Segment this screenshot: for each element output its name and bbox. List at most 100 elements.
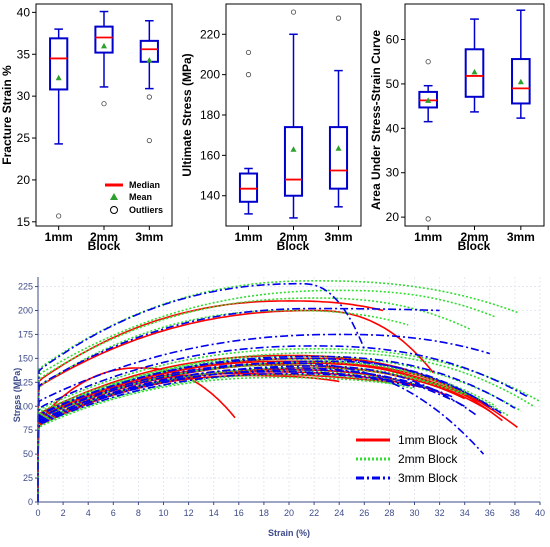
y-axis-title: Stress (MPa) — [12, 368, 22, 423]
mean-marker — [425, 97, 432, 103]
y-tick-label: 50 — [386, 77, 400, 91]
box-iqr — [511, 58, 531, 105]
box-iqr — [283, 126, 304, 197]
x-tick-label: 34 — [460, 508, 470, 518]
legend-3mm-label: 3mm Block — [398, 471, 458, 485]
y-axis-ticks: 15 20 25 30 35 40 — [17, 5, 36, 229]
curve-3mm — [37, 307, 440, 503]
y-tick-label: 25 — [23, 473, 33, 483]
x-category-label: 3mm — [135, 230, 163, 244]
curve-2mm — [37, 358, 510, 503]
box-marks — [238, 9, 349, 219]
legend-outlier-marker — [110, 206, 118, 214]
x-tick-label: 16 — [234, 508, 244, 518]
y-tick-label: 40 — [386, 121, 400, 135]
curve-3mm — [37, 357, 503, 503]
y-axis-title: Ultimate Stress (MPa) — [180, 53, 194, 176]
x-axis-title: Block — [88, 239, 121, 253]
outlier-marker — [101, 101, 107, 107]
x-category-label: 2mm — [460, 230, 488, 244]
y-tick-label: 60 — [386, 33, 400, 47]
box-iqr — [94, 25, 114, 54]
y-tick-label: 220 — [200, 27, 220, 41]
x-tick-label: 12 — [184, 508, 194, 518]
legend-mean-marker — [110, 193, 118, 200]
x-axis-title: Block — [458, 239, 491, 253]
outlier-marker — [146, 137, 152, 144]
y-tick-label: 140 — [200, 189, 220, 203]
y-tick-label: 35 — [17, 47, 31, 61]
curve-2mm — [37, 348, 541, 503]
box-iqr — [328, 126, 349, 190]
curve-2mm — [37, 367, 465, 503]
outlier-marker — [146, 94, 152, 100]
x-category-label: 3mm — [324, 230, 352, 244]
curve-2mm — [37, 297, 472, 503]
legend-2mm-label: 2mm Block — [398, 452, 458, 466]
curve-3mm — [37, 371, 440, 503]
curve-3mm — [37, 367, 466, 503]
legend-median-label: Median — [129, 180, 160, 190]
box-marks — [49, 10, 159, 219]
y-axis-ticks: 0 25 50 75 100 125 150 175 200 225 — [18, 282, 38, 507]
curve-3mm — [37, 345, 528, 503]
y-tick-label: 100 — [18, 401, 33, 411]
x-tick-label: 30 — [409, 508, 419, 518]
outlier-marker — [335, 15, 342, 21]
x-tick-label: 22 — [309, 508, 319, 518]
y-tick-label: 25 — [17, 131, 31, 145]
y-tick-label: 0 — [28, 497, 33, 507]
outlier-marker — [425, 59, 431, 65]
mean-marker — [517, 78, 524, 85]
x-category-label: 1mm — [414, 230, 442, 244]
y-tick-label: 30 — [17, 89, 31, 103]
outlier-marker — [245, 49, 252, 56]
curve-3mm — [37, 333, 491, 503]
box-iqr — [464, 48, 485, 98]
x-tick-label: 24 — [334, 508, 344, 518]
box-iqr — [49, 37, 69, 91]
y-axis-ticks: 140 160 180 200 220 — [200, 27, 226, 203]
x-axis-categories: 1mm 2mm 3mm — [234, 226, 353, 244]
x-tick-label: 14 — [209, 508, 219, 518]
x-tick-label: 28 — [384, 508, 394, 518]
x-tick-label: 38 — [510, 508, 520, 518]
x-axis-categories: 1mm 2mm 3mm — [414, 226, 535, 244]
y-axis-title: Area Under Stress-Strain Curve — [369, 30, 383, 210]
x-axis-categories: 1mm 2mm 3mm — [45, 226, 163, 244]
y-tick-label: 160 — [200, 148, 220, 162]
x-category-label: 1mm — [234, 230, 262, 244]
curve-2mm — [37, 355, 522, 503]
x-tick-label: 4 — [86, 508, 91, 518]
mean-marker — [146, 57, 153, 63]
mean-marker — [101, 42, 107, 49]
y-tick-label: 175 — [18, 329, 33, 339]
y-tick-label: 200 — [200, 68, 220, 82]
x-tick-label: 20 — [284, 508, 294, 518]
x-axis-title: Block — [277, 239, 310, 253]
y-tick-label: 50 — [23, 449, 33, 459]
ultimate-stress-boxplot: 140 160 180 200 220 1mm 2mm 3mm Block Ultimate… — [180, 3, 362, 253]
x-axis-title: Strain (%) — [268, 528, 310, 538]
y-tick-label: 15 — [17, 215, 31, 229]
x-category-label: 1mm — [45, 230, 73, 244]
y-tick-label: 200 — [18, 306, 33, 316]
x-category-label: 2mm — [90, 230, 118, 244]
y-axis-title: Fracture Strain % — [0, 65, 14, 165]
x-tick-label: 2 — [61, 508, 66, 518]
stress-strain-chart: 0 2 4 6 8 10 12 14 16 18 20 22 24 26 28 30 32 34 36 38 40 02… — [12, 277, 545, 538]
x-tick-label: 6 — [111, 508, 116, 518]
x-axis-ticks: 0 2 4 6 8 10 12 14 16 18 20 22 24 26 28 30 32 34 36 38 40 — [35, 502, 545, 518]
y-tick-label: 20 — [17, 173, 31, 187]
x-tick-label: 8 — [136, 508, 141, 518]
mean-marker — [55, 74, 62, 81]
box-marks — [418, 9, 531, 222]
x-tick-label: 32 — [435, 508, 445, 518]
area-under-curve-boxplot: 20 30 40 50 60 1mm 2mm 3mm Block Area Under St… — [369, 3, 545, 253]
y-tick-label: 225 — [18, 282, 33, 292]
mean-marker — [335, 145, 342, 151]
y-tick-label: 180 — [200, 108, 220, 122]
curve-3mm — [37, 362, 485, 503]
